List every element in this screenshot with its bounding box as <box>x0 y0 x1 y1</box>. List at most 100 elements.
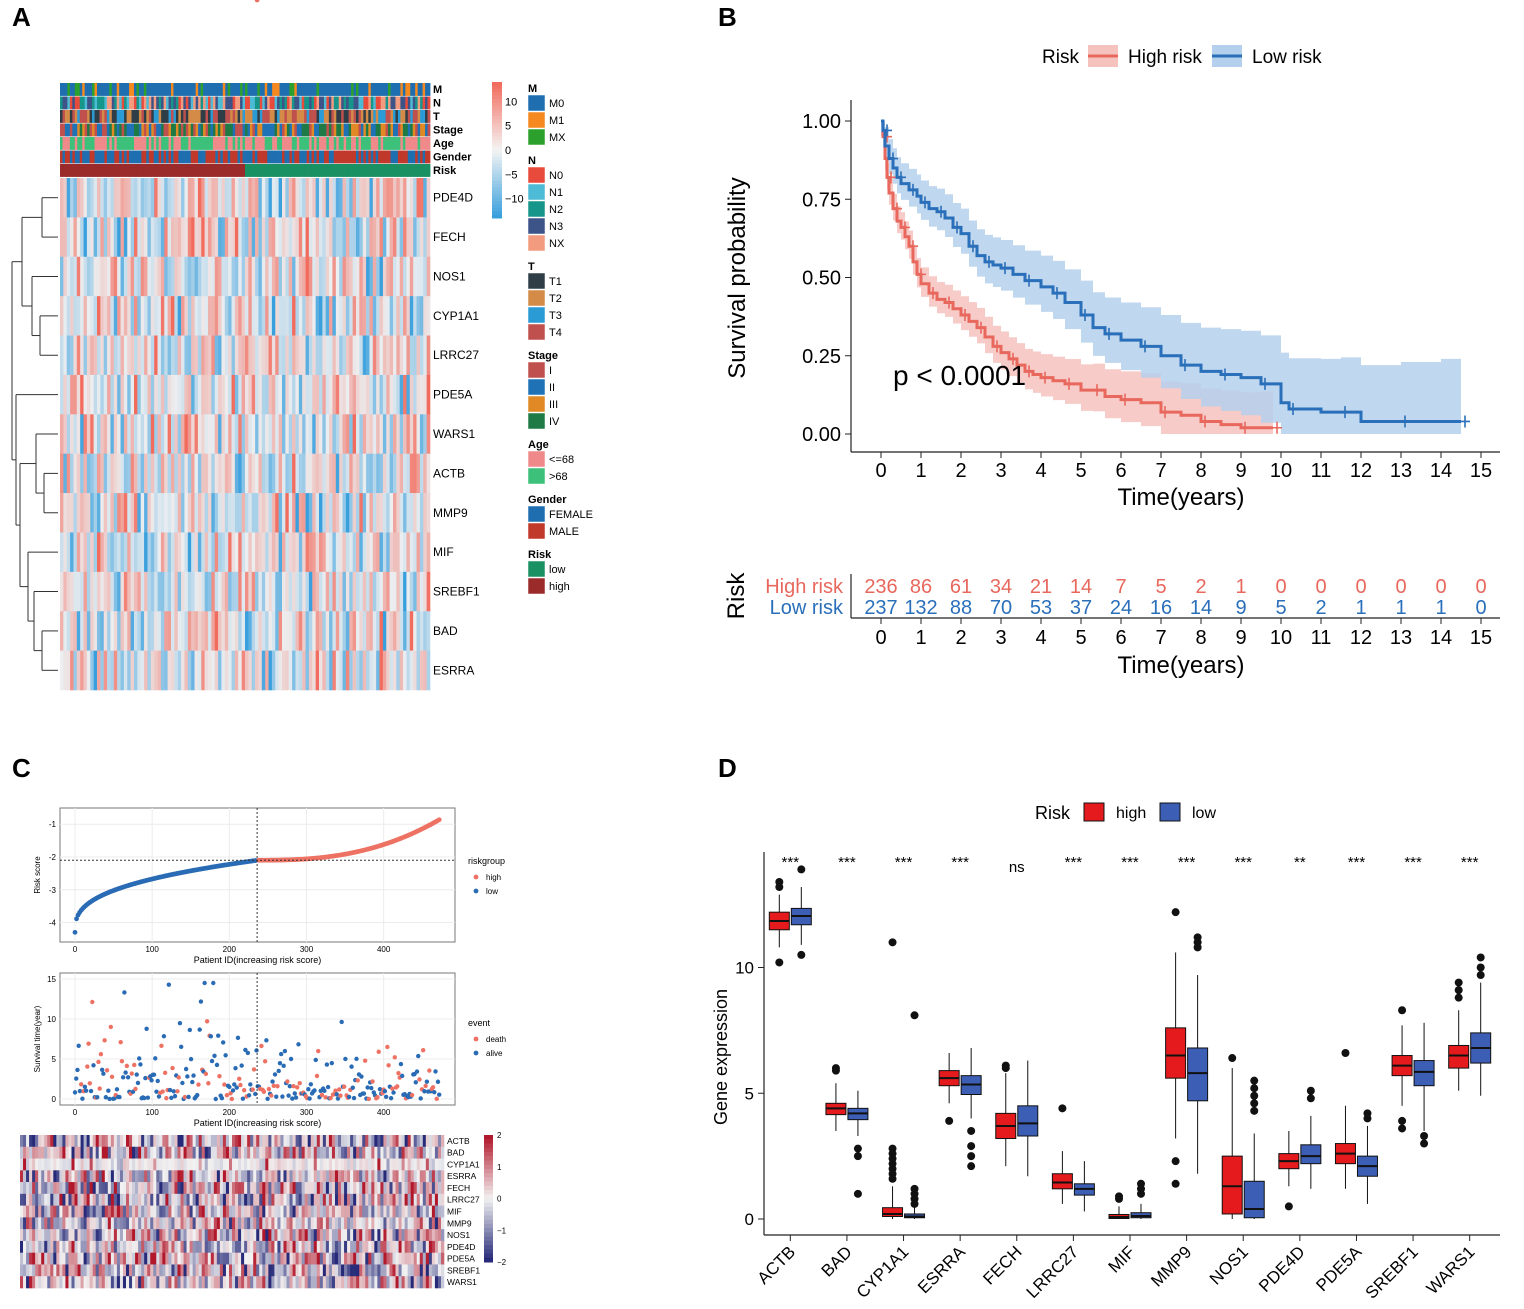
heatmap-cell <box>162 1240 166 1253</box>
heatmap-cell <box>110 1146 115 1159</box>
heatmap-cell <box>245 453 249 494</box>
alive-point <box>211 980 216 986</box>
heatmap-cell <box>369 453 374 494</box>
heatmap-cell <box>201 1205 206 1218</box>
annotation-cell-risk <box>370 164 374 177</box>
colorbar-step <box>492 170 502 175</box>
annotation-cell-gender <box>92 150 95 164</box>
heatmap-cell <box>423 178 427 218</box>
heatmap-cell <box>389 1170 393 1183</box>
heatmap-cell <box>374 1252 378 1265</box>
annotation-cell-t <box>69 110 73 123</box>
death-point <box>275 1083 280 1089</box>
heatmap-cell <box>401 1182 405 1195</box>
heatmap-cell <box>292 571 296 612</box>
heatmap-cell <box>66 493 71 533</box>
heatmap-cell <box>413 335 417 376</box>
heatmap-cell <box>197 650 202 691</box>
heatmap-cell <box>101 1217 106 1230</box>
heatmap-cell <box>428 1205 433 1218</box>
heatmap-cell <box>342 571 347 612</box>
heatmap-cell <box>231 374 236 415</box>
annotation-cell-n <box>111 96 115 110</box>
heatmap-cell <box>234 335 239 376</box>
annotation-cell-gender <box>274 150 278 164</box>
annotation-cell-n <box>212 96 216 110</box>
heatmap-cell <box>234 571 239 612</box>
legend-dot-death <box>473 1036 479 1042</box>
annotation-cell-age <box>267 137 271 150</box>
heatmap-cell <box>184 650 189 691</box>
annotation-cell-age <box>415 137 419 150</box>
annotation-cell-n <box>338 96 342 110</box>
heatmap-cell <box>238 1229 242 1242</box>
heatmap-cell <box>144 493 148 533</box>
censor-mark <box>1180 359 1190 372</box>
death-point <box>291 1084 296 1089</box>
heatmap-cell <box>211 571 216 612</box>
heatmap-cell <box>123 256 128 297</box>
heatmap-cell <box>171 453 175 494</box>
annotation-cell-gender <box>106 150 110 164</box>
alive-point <box>308 1082 314 1087</box>
legend-item-label: MALE <box>549 526 579 538</box>
heatmap-cell <box>127 374 131 415</box>
heatmap-cell <box>32 1146 36 1159</box>
heatmap-cell <box>184 414 189 454</box>
annotation-cell-risk <box>323 164 327 177</box>
heatmap-cell <box>174 178 179 218</box>
heatmap-cell <box>224 493 229 533</box>
heatmap-cell <box>122 1229 127 1242</box>
heatmap-cell <box>180 1135 184 1148</box>
annotation-cell-age <box>60 137 63 150</box>
heatmap-cell <box>29 1252 33 1265</box>
heatmap-cell <box>50 1264 54 1277</box>
heatmap-cell <box>137 335 142 376</box>
heatmap-cell <box>104 1193 109 1206</box>
heatmap-cell <box>70 414 74 454</box>
annotation-cell-t <box>200 110 204 123</box>
annotation-cell-t <box>323 110 327 123</box>
heatmap-cell <box>305 571 310 612</box>
heatmap-cell <box>147 571 152 612</box>
heatmap-cell <box>368 1170 372 1183</box>
heatmap-cell <box>59 1264 63 1277</box>
heatmap-cell <box>53 1240 57 1253</box>
annotation-cell-m <box>232 83 236 96</box>
heatmap-cell <box>110 178 115 218</box>
alive-point <box>346 1094 352 1100</box>
annotation-cell-risk <box>422 164 426 177</box>
annotation-cell-m <box>121 83 125 96</box>
heatmap-cell <box>225 1205 230 1218</box>
heatmap-cell <box>259 1135 263 1148</box>
heatmap-cell <box>41 1264 45 1277</box>
heatmap-cell <box>399 532 404 573</box>
heatmap-cell <box>395 1170 399 1183</box>
heatmap-cell <box>183 1252 187 1265</box>
death-point <box>392 1055 397 1060</box>
heatmap-cell <box>268 1252 272 1265</box>
heatmap-cell <box>345 571 350 612</box>
heatmap-cell <box>265 650 269 691</box>
heatmap-cell <box>347 1170 351 1183</box>
heatmap-cell <box>386 296 390 336</box>
heatmap-cell <box>437 1240 442 1253</box>
heatmap-cell <box>127 571 131 612</box>
annotation-cell-stage <box>390 123 394 137</box>
annotation-cell-risk <box>407 164 411 177</box>
annotation-cell-age <box>222 137 226 150</box>
table-count: 53 <box>1030 597 1052 619</box>
annotation-cell-stage <box>235 123 238 137</box>
heatmap-cell <box>180 1146 184 1159</box>
heatmap-cell <box>41 1158 45 1171</box>
heatmap-cell <box>68 1205 72 1218</box>
heatmap-cell <box>371 1182 375 1195</box>
annotation-cell-risk <box>94 164 98 177</box>
heatmap-cell <box>247 1182 251 1195</box>
heatmap-cell <box>171 374 175 415</box>
heatmap-cell <box>365 1229 369 1242</box>
heatmap-cell <box>422 1229 427 1242</box>
death-point <box>427 1068 432 1073</box>
annotation-cell-stage <box>141 123 145 137</box>
heatmap-cell <box>302 493 306 533</box>
